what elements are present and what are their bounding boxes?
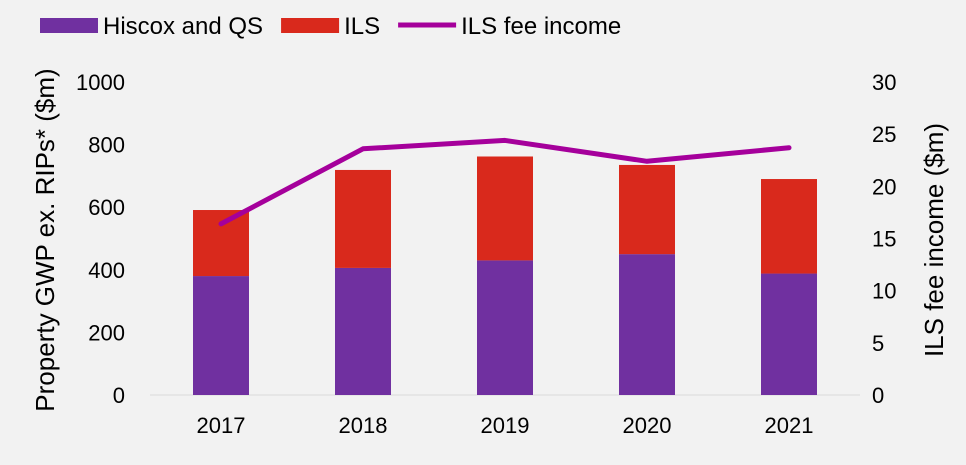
y-tick-label: 800 — [88, 133, 125, 158]
y-tick-label: 400 — [88, 258, 125, 283]
bar-hiscox-and-qs — [477, 260, 533, 395]
y2-axis-label: ILS fee income ($m) — [919, 123, 949, 357]
x-tick-label: 2017 — [197, 413, 246, 438]
y-tick-label: 1000 — [76, 70, 125, 95]
y2-tick-label: 20 — [872, 174, 896, 199]
y-axis-label: Property GWP ex. RIPs* ($m) — [30, 68, 60, 411]
bar-ils — [477, 156, 533, 260]
legend-swatch — [281, 18, 339, 33]
y-tick-label: 0 — [113, 383, 125, 408]
y2-tick-label: 30 — [872, 70, 896, 95]
bar-ils — [761, 179, 817, 274]
y-tick-label: 200 — [88, 320, 125, 345]
y2-tick-label: 15 — [872, 227, 896, 252]
legend-label: ILS fee income — [461, 13, 621, 40]
bar-ils — [193, 210, 249, 276]
bar-ils — [335, 170, 391, 268]
y2-tick-label: 10 — [872, 279, 896, 304]
legend-label: Hiscox and QS — [103, 13, 263, 40]
legend-label: ILS — [344, 13, 380, 40]
bar-hiscox-and-qs — [619, 254, 675, 395]
legend-swatch — [40, 18, 98, 33]
bar-ils — [619, 165, 675, 254]
x-tick-label: 2021 — [765, 413, 814, 438]
x-tick-label: 2019 — [481, 413, 530, 438]
y2-tick-label: 5 — [872, 331, 884, 356]
y2-tick-label: 25 — [872, 122, 896, 147]
y-tick-label: 600 — [88, 195, 125, 220]
bar-hiscox-and-qs — [761, 274, 817, 395]
bar-hiscox-and-qs — [193, 276, 249, 395]
x-tick-label: 2020 — [623, 413, 672, 438]
y2-tick-label: 0 — [872, 383, 884, 408]
x-tick-label: 2018 — [339, 413, 388, 438]
bar-hiscox-and-qs — [335, 268, 391, 395]
